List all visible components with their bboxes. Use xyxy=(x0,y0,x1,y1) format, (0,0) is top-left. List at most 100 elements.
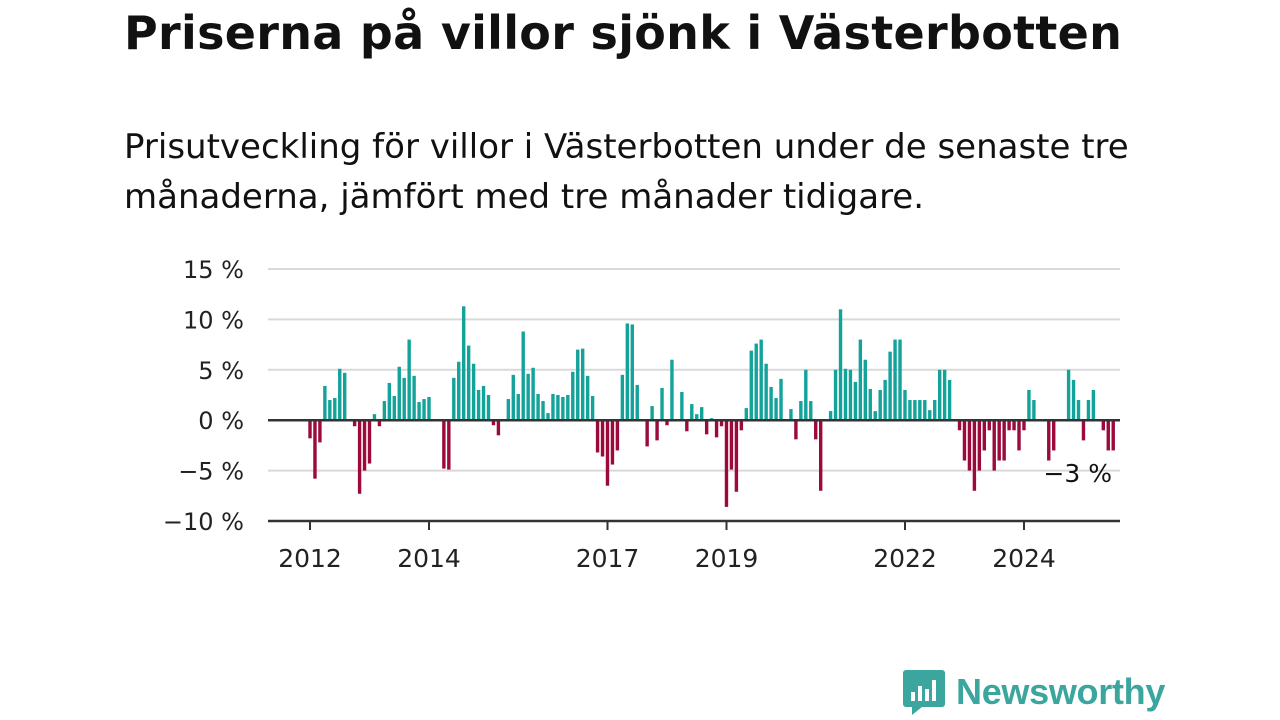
bar xyxy=(526,373,530,421)
bar xyxy=(333,398,337,421)
bar xyxy=(610,420,615,465)
bar xyxy=(630,324,634,421)
bar xyxy=(908,400,912,421)
bar xyxy=(888,351,892,421)
x-tick-label: 2024 xyxy=(992,544,1056,573)
bar xyxy=(382,401,387,421)
bar xyxy=(739,420,744,431)
bar xyxy=(471,363,476,421)
bar xyxy=(328,400,332,421)
bar xyxy=(1086,400,1091,421)
bar xyxy=(605,420,610,486)
bar xyxy=(977,420,982,471)
bar xyxy=(923,400,927,421)
bar xyxy=(496,420,501,436)
bar xyxy=(704,420,709,435)
x-tick-label: 2014 xyxy=(397,544,461,573)
bar xyxy=(650,406,654,421)
axes: 15 % 10 % 5 % 0 % −5 % −10 % 2012 2014 2017 2019 2… xyxy=(163,256,1120,573)
bar xyxy=(754,343,758,421)
bar xyxy=(779,378,783,421)
bar xyxy=(724,420,729,507)
bar xyxy=(362,420,367,471)
bar xyxy=(615,420,620,451)
bar xyxy=(670,359,674,421)
bar xyxy=(878,389,882,421)
bar xyxy=(769,386,773,421)
bar xyxy=(466,345,471,421)
bar xyxy=(833,369,838,421)
x-tick-label: 2022 xyxy=(873,544,937,573)
bar xyxy=(417,402,421,421)
bar-chart: 15 % 10 % 5 % 0 % −5 % −10 % 2012 2014 2017 2019 2… xyxy=(163,256,1120,573)
bar xyxy=(447,420,451,470)
x-tick-label: 2019 xyxy=(695,544,759,573)
bar xyxy=(1076,400,1081,421)
chart-subtitle: Prisutveckling för villor i Västerbotten… xyxy=(124,127,1129,217)
bar xyxy=(392,396,396,421)
bar xyxy=(903,389,907,421)
bar xyxy=(972,420,977,491)
bar xyxy=(699,407,704,421)
bar xyxy=(873,411,877,421)
bar xyxy=(1091,389,1096,421)
bar xyxy=(1052,420,1056,451)
bar xyxy=(397,366,401,421)
y-tick-label: 15 % xyxy=(183,256,244,284)
bar xyxy=(357,420,362,494)
bar xyxy=(962,420,967,461)
bar xyxy=(734,420,739,492)
bar xyxy=(1081,420,1086,441)
bar xyxy=(828,411,833,421)
bar xyxy=(1017,420,1021,451)
bar xyxy=(774,398,778,421)
bars xyxy=(308,306,1115,507)
bar xyxy=(913,400,917,421)
bar xyxy=(719,420,724,427)
bar xyxy=(814,420,818,440)
bar xyxy=(571,371,575,421)
bar xyxy=(536,393,540,421)
bar xyxy=(1111,420,1115,451)
bar xyxy=(645,420,649,447)
y-tick-label: 5 % xyxy=(198,357,244,385)
bar-chart-speech-bubble-icon xyxy=(903,670,945,715)
bar xyxy=(695,414,699,421)
bar xyxy=(848,369,853,421)
bar xyxy=(486,395,491,421)
bar xyxy=(566,395,570,421)
bar xyxy=(377,420,382,427)
bar xyxy=(685,420,689,432)
bar xyxy=(585,375,590,421)
x-tick-label: 2017 xyxy=(576,544,640,573)
bar xyxy=(818,420,823,491)
y-tick-label: 0 % xyxy=(198,407,244,435)
bar xyxy=(352,420,357,427)
bar xyxy=(918,400,922,421)
bar xyxy=(809,401,813,421)
bar xyxy=(367,420,372,464)
bar xyxy=(843,368,848,421)
bar xyxy=(1012,420,1016,431)
bar xyxy=(521,331,525,421)
bar xyxy=(581,348,585,421)
bar xyxy=(982,420,987,451)
bar xyxy=(625,323,630,421)
gridlines xyxy=(268,268,1120,472)
bar xyxy=(868,388,872,421)
bar xyxy=(789,409,793,421)
bar xyxy=(942,369,947,421)
bar xyxy=(858,339,863,421)
bar xyxy=(957,420,962,431)
bar xyxy=(655,420,659,441)
bar xyxy=(511,374,515,421)
bar xyxy=(883,379,887,421)
bar xyxy=(506,399,511,421)
bar xyxy=(744,408,749,421)
bar xyxy=(987,420,991,431)
bar xyxy=(838,309,843,421)
bar xyxy=(476,389,481,421)
bar xyxy=(546,413,550,421)
bar xyxy=(794,420,798,440)
x-tick-label: 2012 xyxy=(278,544,342,573)
